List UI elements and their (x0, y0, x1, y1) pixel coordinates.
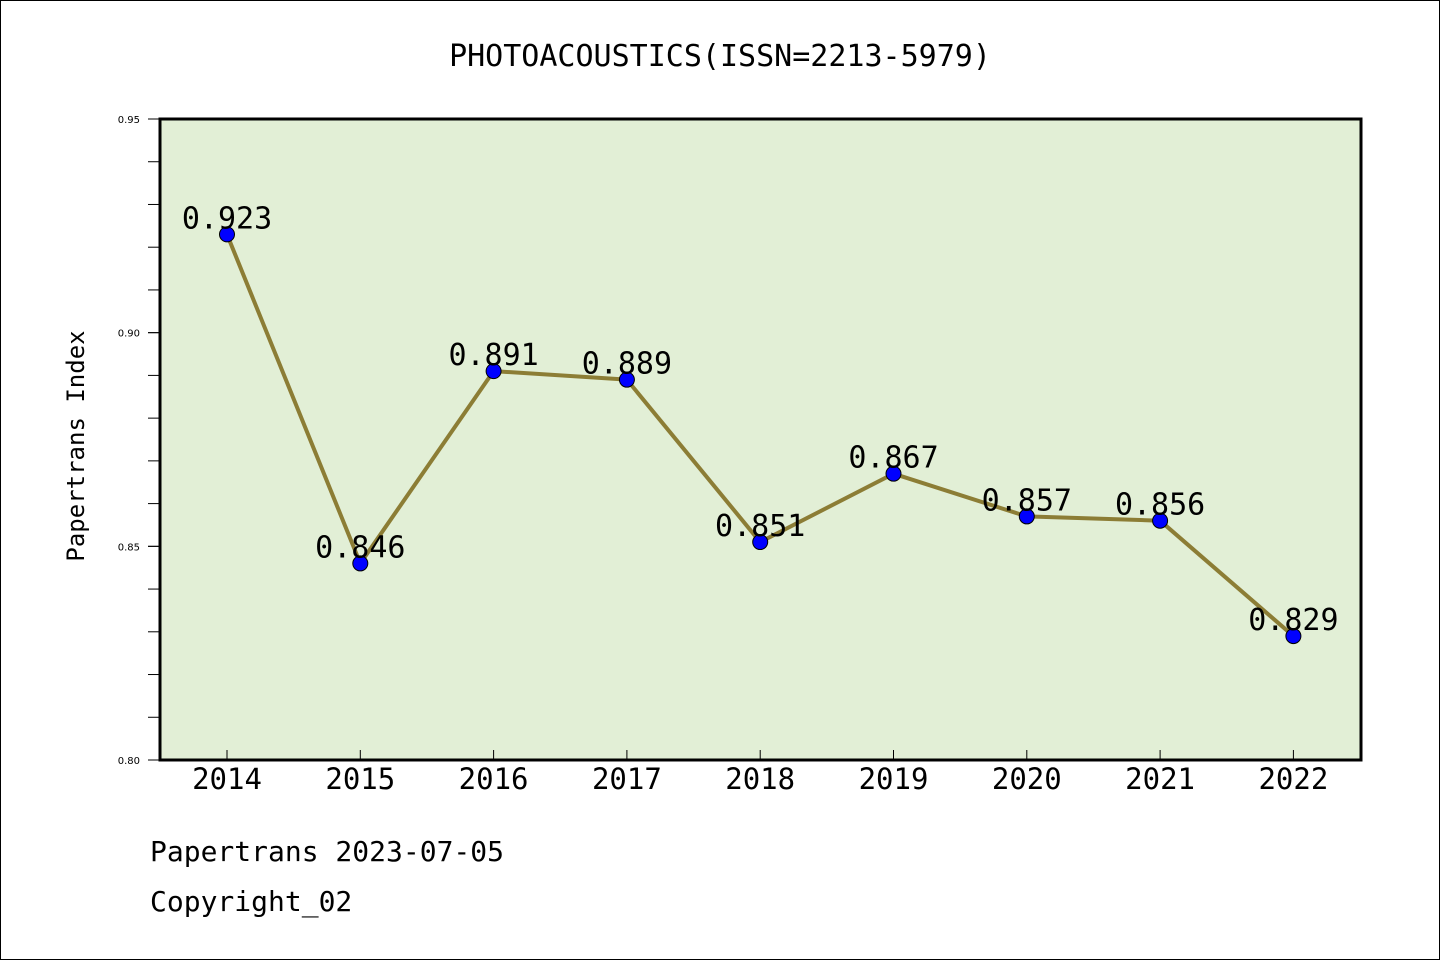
x-tick-label: 2019 (859, 762, 929, 796)
data-label: 0.889 (582, 347, 672, 382)
plot-area (158, 117, 1363, 762)
data-label: 0.846 (315, 530, 405, 565)
data-point (618, 371, 635, 388)
data-point (352, 555, 369, 572)
chart-title: PHOTOACOUSTICS(ISSN=2213-5979) (449, 39, 991, 74)
data-label: 0.867 (848, 441, 938, 476)
data-point (219, 226, 235, 243)
data-point (1018, 508, 1035, 525)
x-tick-label: 2022 (1258, 762, 1328, 796)
x-tick-label: 2015 (325, 762, 395, 796)
x-tick-label: 2021 (1125, 762, 1195, 796)
footer-copyright: Copyright_02 (150, 885, 353, 918)
y-axis-label: Papertrans Index (62, 330, 90, 561)
y-tick-label: 0.80 (118, 756, 140, 767)
y-tick-label: 0.90 (118, 329, 140, 340)
data-label: 0.851 (715, 509, 805, 544)
data-point (885, 465, 902, 482)
x-tick-label: 2017 (592, 762, 662, 796)
data-point (752, 534, 769, 551)
footer-date: Papertrans 2023-07-05 (150, 835, 505, 868)
data-label: 0.857 (982, 483, 1072, 518)
data-point (1152, 512, 1169, 529)
data-label: 0.891 (448, 338, 538, 373)
x-tick-label: 2020 (992, 762, 1062, 796)
x-tick-label: 2016 (459, 762, 529, 796)
y-tick-label: 0.95 (118, 115, 140, 126)
data-label: 0.829 (1248, 603, 1338, 638)
x-tick-label: 2018 (725, 762, 795, 796)
y-axis-ticks: 0.80 0.85 0.90 0.95 (118, 115, 160, 767)
y-tick-label: 0.85 (118, 542, 140, 553)
x-tick-label: 2014 (192, 762, 262, 796)
x-axis-ticks: 2014 2015 2016 2017 2018 2019 2020 2021 2022 (192, 750, 1328, 796)
data-label: 0.856 (1115, 488, 1205, 523)
data-labels-layer: 0.923 0.846 0.891 0.889 0.851 0.867 0.857 0.856… (182, 201, 1339, 638)
data-point (485, 363, 502, 380)
series-layer (219, 226, 1302, 645)
data-label: 0.923 (182, 201, 272, 236)
data-point (1285, 628, 1302, 645)
